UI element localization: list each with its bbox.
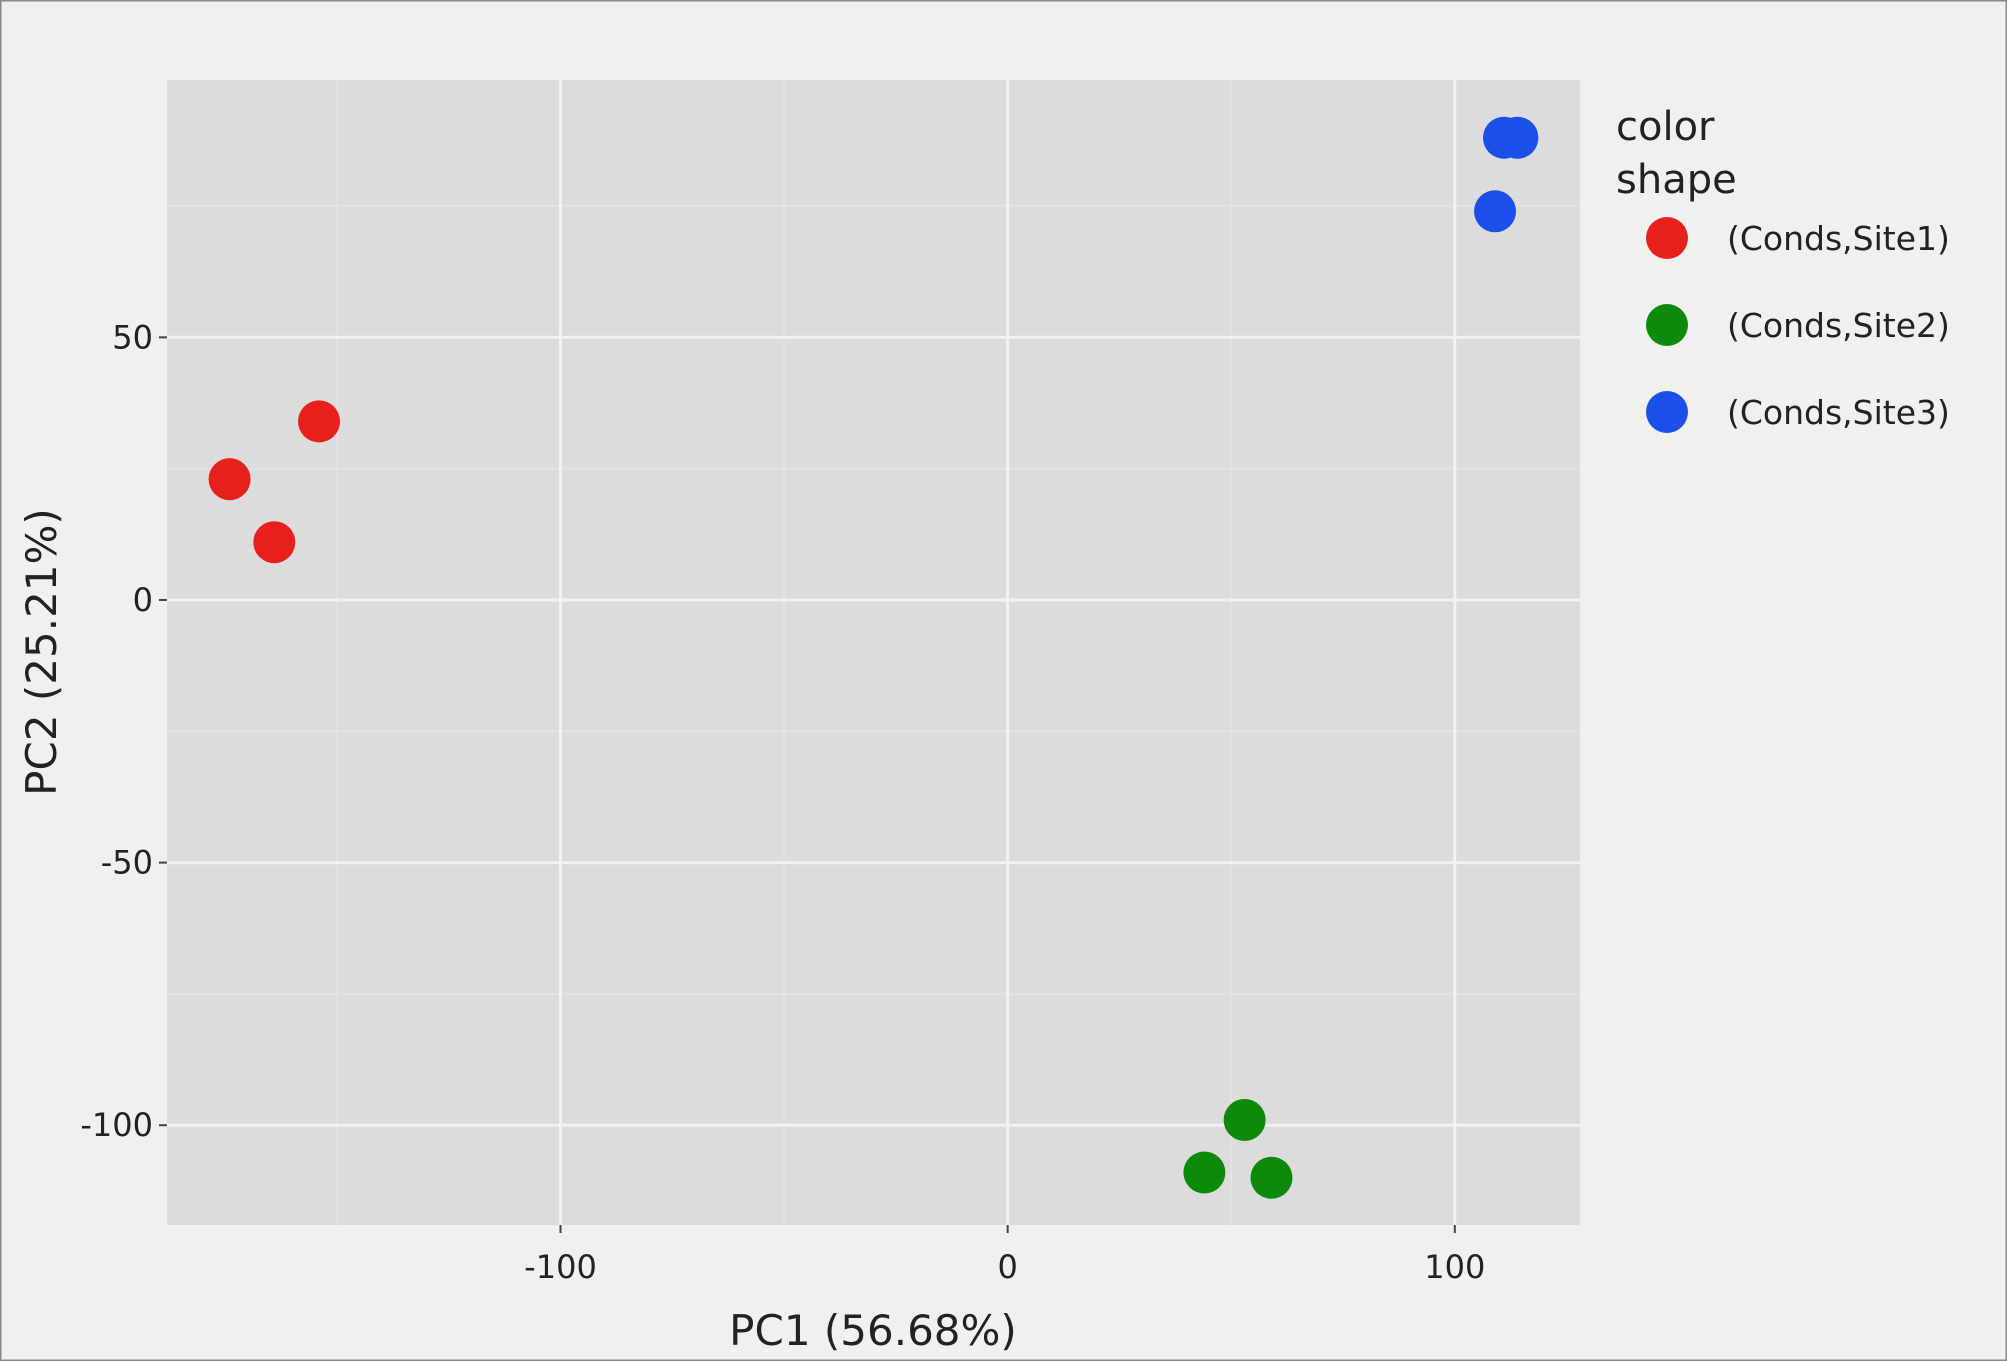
y-tick-label: -50 xyxy=(101,844,153,882)
data-point-site2 xyxy=(1250,1156,1293,1199)
data-point-site1 xyxy=(253,521,296,564)
y-tick-label: -100 xyxy=(80,1106,153,1144)
legend-label-site2: (Conds,Site2) xyxy=(1727,306,1950,345)
data-point-site3 xyxy=(1474,190,1517,233)
data-point-site2 xyxy=(1223,1098,1266,1141)
axis-ticks: -100 0 100 50 0 -50 -100 xyxy=(80,318,1485,1286)
x-tick-label: 0 xyxy=(997,1248,1017,1286)
y-tick-label: 0 xyxy=(133,581,153,619)
plot-panel xyxy=(167,80,1580,1225)
data-point-site3 xyxy=(1496,116,1539,159)
y-tick-label: 50 xyxy=(112,318,153,356)
data-point-site1 xyxy=(208,458,251,501)
data-points xyxy=(208,116,1539,1199)
legend: color shape (Conds,Site1)(Conds,Site2)(C… xyxy=(1616,104,1950,433)
grid-lines xyxy=(167,80,1580,1225)
data-point-site2 xyxy=(1183,1151,1226,1194)
legend-swatch-site1 xyxy=(1646,217,1688,259)
legend-title-shape: shape xyxy=(1616,157,1737,203)
legend-title-color: color xyxy=(1616,104,1715,150)
legend-swatch-site3 xyxy=(1646,391,1688,433)
data-point-site1 xyxy=(298,400,341,443)
x-tick-label: -100 xyxy=(524,1248,597,1286)
legend-label-site3: (Conds,Site3) xyxy=(1727,393,1950,432)
x-tick-label: 100 xyxy=(1424,1248,1485,1286)
legend-label-site1: (Conds,Site1) xyxy=(1727,219,1950,258)
legend-items: (Conds,Site1) (Conds,Site2) (Conds,Site3) xyxy=(1646,217,1950,433)
y-axis-title: PC2 (25.21%) xyxy=(17,508,66,796)
legend-swatch-site2 xyxy=(1646,304,1688,346)
x-axis-title: PC1 (56.68%) xyxy=(729,1306,1017,1355)
